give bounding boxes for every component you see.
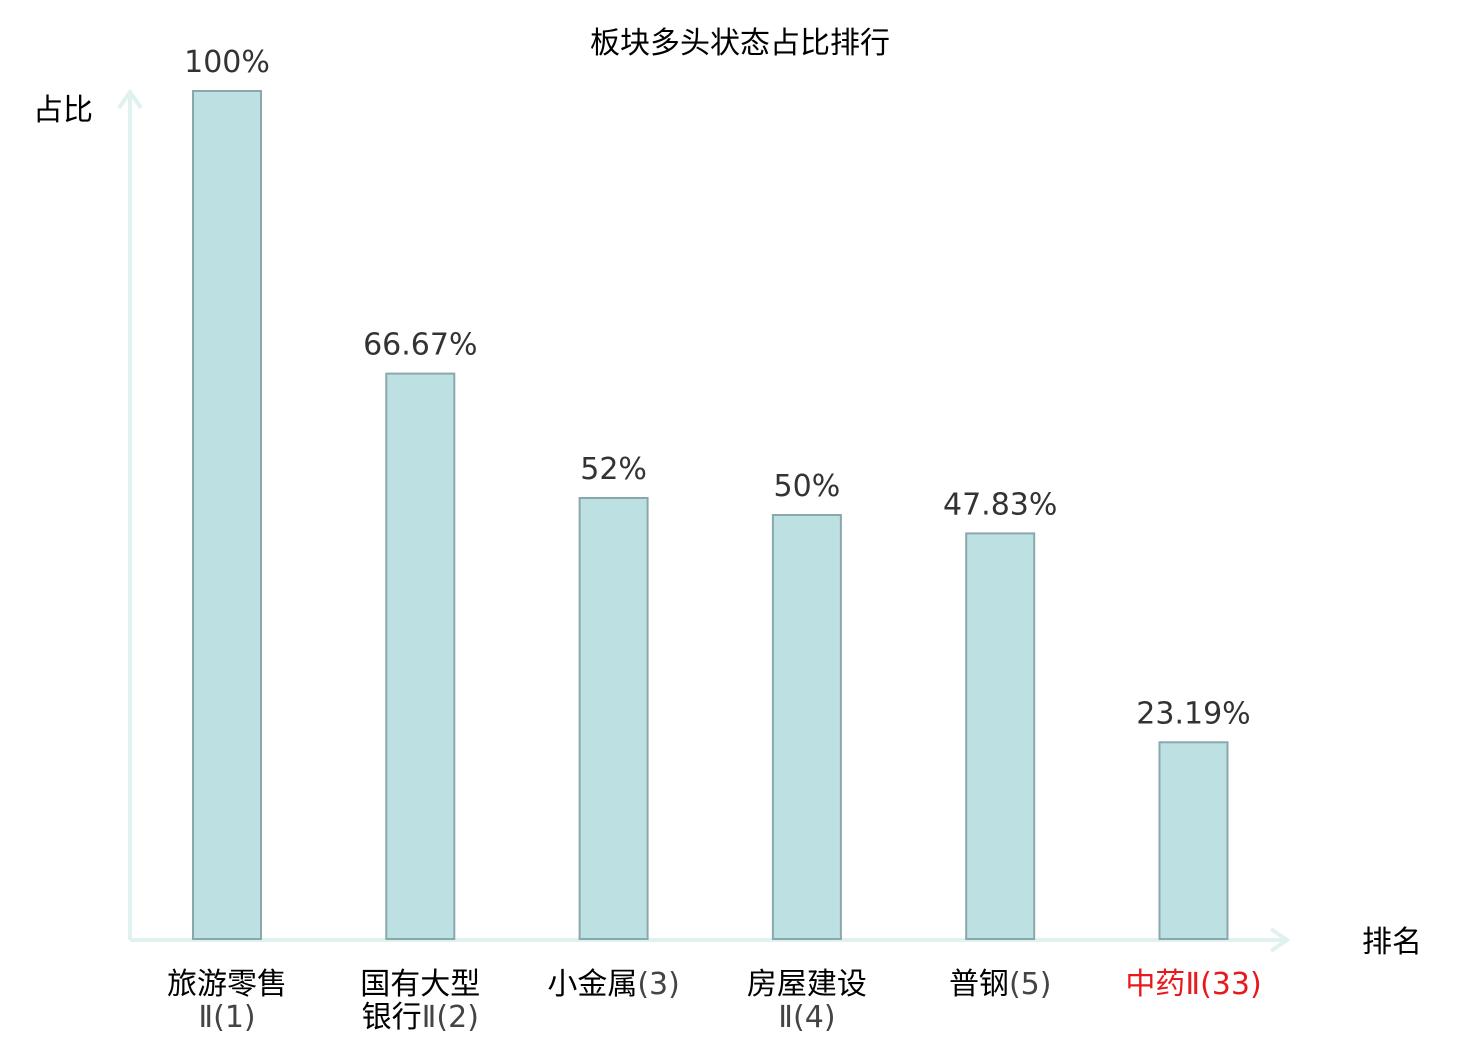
bar-2 [385,372,456,941]
value-label-5: 47.83% [943,487,1057,522]
category-label-1-line-2: Ⅱ(1) [198,1000,255,1035]
value-label-1: 100% [184,45,270,80]
category-label-4-line-2: Ⅱ(4) [778,1000,835,1035]
category-label-5-line-1: 普钢(5) [949,967,1051,1002]
x-axis-arrow-icon [1269,927,1291,953]
axes [117,88,1291,953]
y-axis-arrow-icon [117,88,143,110]
bar-3 [578,497,649,940]
bar-5 [965,532,1036,941]
category-label-6-line-1: 中药Ⅱ(33) [1125,967,1261,1002]
category-label-2-line-2: 银行Ⅱ(2) [362,1000,479,1035]
bar-4 [771,514,842,940]
bar-1 [192,90,262,940]
bars [192,90,1229,941]
x-axis-label: 排名 [1362,925,1422,960]
value-label-6: 23.19% [1136,696,1250,731]
value-labels: 100% 66.67% 52% 50% 47.83% 23.19% [184,45,1251,731]
chart-title: 板块多头状态占比排行 [590,26,890,61]
category-label-4-line-1: 房屋建设 [747,967,867,1002]
y-axis-label: 占比 [33,93,93,128]
bar-6 [1158,741,1229,940]
category-label-3-line-1: 小金属(3) [547,967,680,1002]
value-label-4: 50% [774,469,841,504]
value-label-2: 66.67% [363,328,477,363]
value-label-3: 52% [580,452,647,487]
category-label-1-line-1: 旅游零售 [167,967,287,1002]
category-label-2-line-1: 国有大型 [360,967,480,1002]
